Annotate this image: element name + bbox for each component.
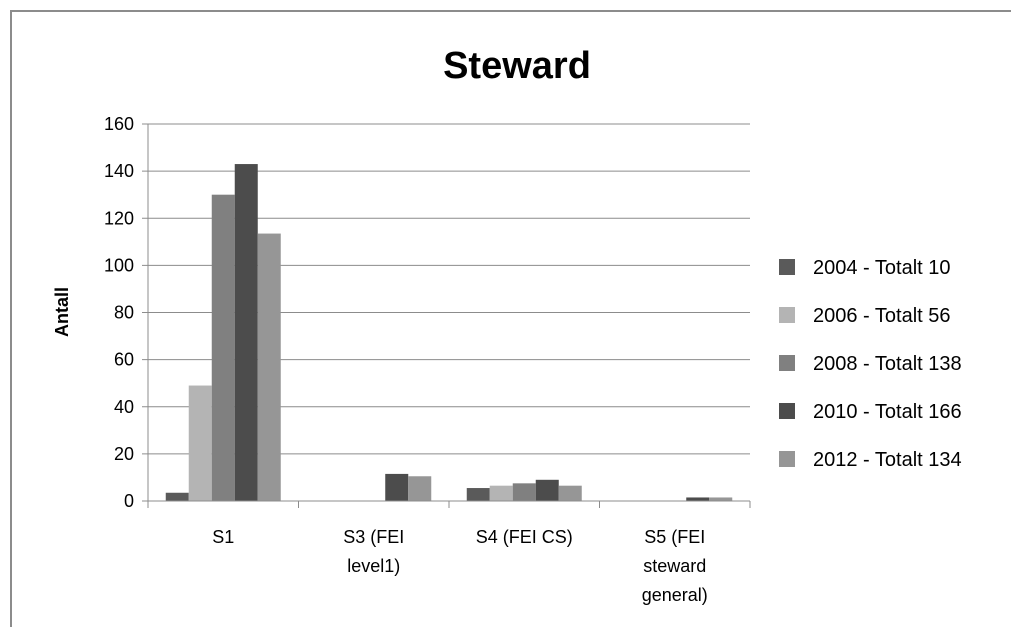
bar [512, 483, 536, 501]
y-tick-label: 120 [104, 208, 134, 228]
legend-swatch [779, 307, 795, 323]
legend-swatch [779, 451, 795, 467]
bar [385, 473, 409, 501]
legend-label: 2008 - Totalt 138 [813, 353, 962, 375]
bars [165, 164, 733, 502]
y-tick-labels: 0 20 40 60 80 100 120 140 160 [104, 114, 134, 511]
y-axis-label: Antall [52, 287, 72, 337]
y-tick-label: 60 [114, 350, 134, 370]
legend-label: 2004 - Totalt 10 [813, 257, 951, 279]
bar [558, 485, 582, 501]
axes [147, 124, 751, 508]
x-category-label: S4 (FEI CS) [476, 527, 573, 547]
legend: 2004 - Totalt 10 2006 - Totalt 56 2008 - T… [779, 257, 962, 471]
bar [709, 497, 733, 501]
legend-swatch [779, 355, 795, 371]
bar [466, 488, 490, 501]
bar [535, 479, 559, 501]
bar [188, 385, 212, 501]
legend-swatch [779, 403, 795, 419]
x-category-label: general) [642, 585, 708, 605]
legend-label: 2010 - Totalt 166 [813, 401, 962, 423]
chart-title: Steward [443, 45, 591, 87]
y-tick-label: 160 [104, 114, 134, 134]
bar [234, 164, 258, 501]
legend-swatch [779, 259, 795, 275]
y-tick-label: 140 [104, 161, 134, 181]
y-tick-label: 40 [114, 397, 134, 417]
x-category-label: S5 (FEI [644, 527, 705, 547]
legend-label: 2006 - Totalt 56 [813, 305, 951, 327]
y-tick-label: 80 [114, 303, 134, 323]
bar [211, 194, 235, 501]
bar [257, 233, 281, 502]
bar [686, 497, 710, 501]
legend-label: 2012 - Totalt 134 [813, 449, 962, 471]
x-category-label: steward [643, 556, 706, 576]
bar [408, 476, 432, 501]
bar [489, 485, 513, 501]
y-tick-label: 20 [114, 444, 134, 464]
x-category-label: level1) [347, 556, 400, 576]
bar [165, 492, 189, 501]
y-tick-label: 0 [124, 491, 134, 511]
x-category-labels: S1 S3 (FEI level1) S4 (FEI CS) S5 (FEI stewar… [212, 527, 708, 605]
chart-frame [10, 10, 1011, 627]
y-tick-label: 100 [104, 255, 134, 275]
x-category-label: S3 (FEI [343, 527, 404, 547]
x-category-label: S1 [212, 527, 234, 547]
